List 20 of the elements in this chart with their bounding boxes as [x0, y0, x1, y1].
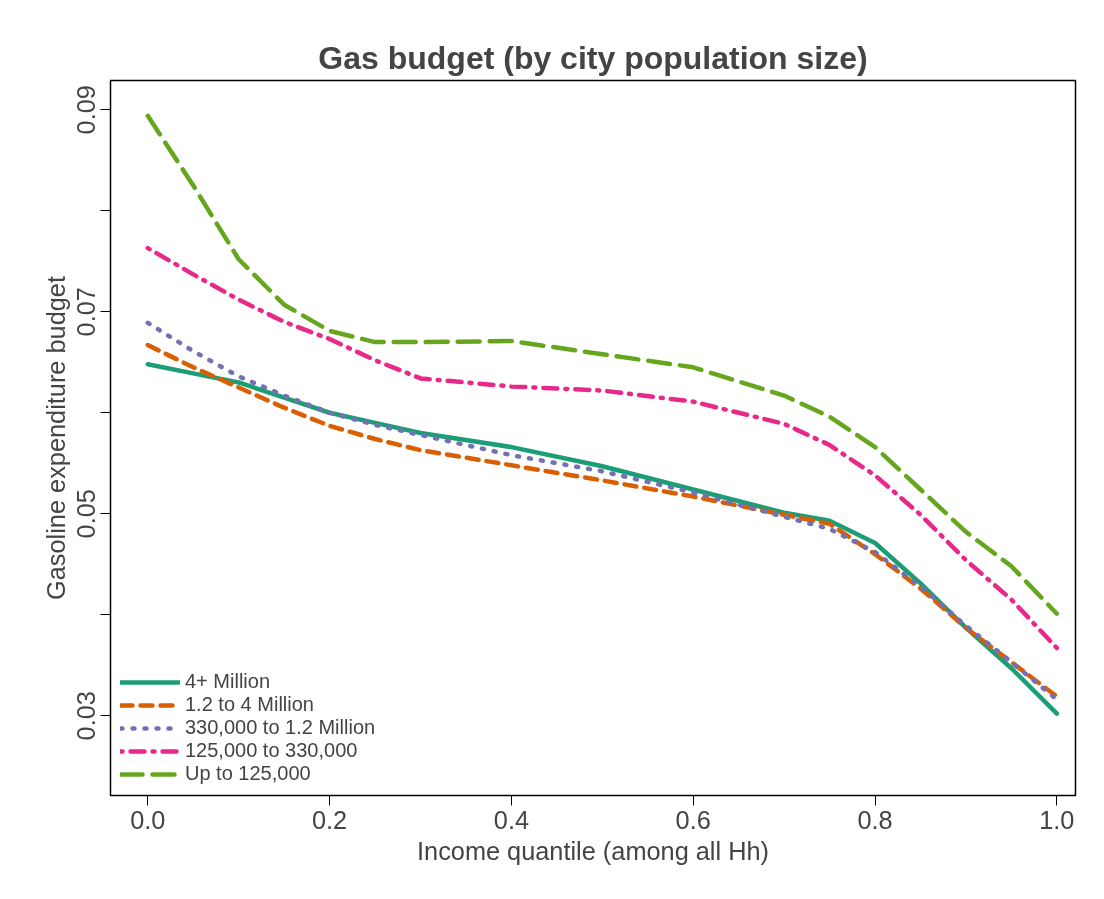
x-axis-title: Income quantile (among all Hh) [417, 836, 769, 865]
x-tick-label: 0.4 [493, 805, 530, 834]
y-tick-label: 0.05 [72, 489, 101, 539]
x-tick-label: 0.6 [675, 805, 711, 834]
legend-label: 4+ Million [185, 670, 271, 693]
x-tick-label: 1.0 [1039, 805, 1075, 834]
chart-title: Gas budget (by city population size) [318, 39, 868, 76]
y-tick-label: 0.03 [72, 691, 101, 741]
legend-label: 1.2 to 4 Million [185, 693, 314, 716]
legend-label: 125,000 to 330,000 [185, 739, 358, 762]
line-series [145, 245, 1060, 651]
y-axis-title: Gasoline expenditure budget [41, 276, 70, 600]
line-series [145, 113, 1060, 616]
legend-label: 330,000 to 1.2 Million [185, 716, 376, 739]
y-tick-label: 0.07 [72, 287, 101, 337]
x-tick-label: 0.8 [857, 805, 893, 834]
y-tick-label: 0.09 [72, 85, 101, 135]
x-tick-label: 0.2 [311, 805, 348, 834]
x-tick-label: 0.0 [130, 805, 166, 834]
legend-label: Up to 125,000 [185, 762, 311, 785]
